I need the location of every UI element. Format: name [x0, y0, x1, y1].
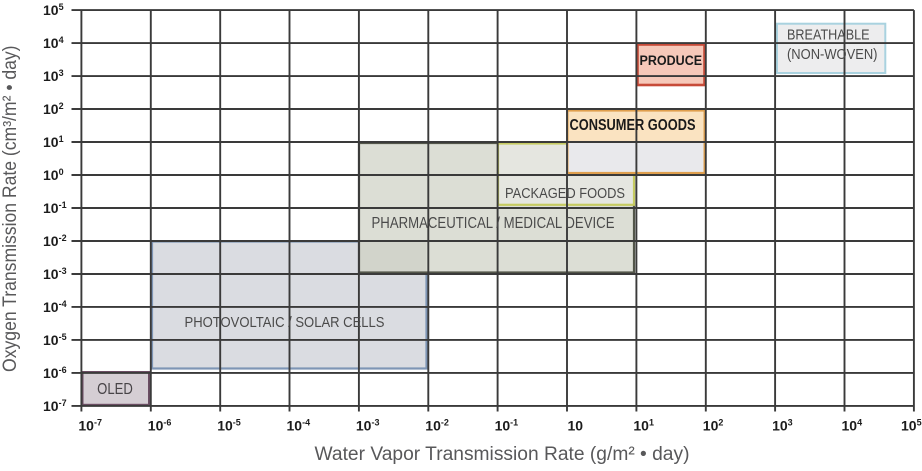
svg-text:CONSUMER GOODS: CONSUMER GOODS	[570, 117, 696, 134]
svg-text:105: 105	[901, 417, 922, 433]
svg-text:(NON-WOVEN): (NON-WOVEN)	[787, 47, 878, 63]
svg-text:101: 101	[43, 134, 64, 150]
svg-text:104: 104	[842, 417, 863, 433]
svg-text:10: 10	[568, 417, 584, 433]
svg-text:Water Vapor Transmission Rate: Water Vapor Transmission Rate (g/m² • da…	[315, 444, 690, 465]
svg-text:100: 100	[43, 167, 64, 183]
svg-text:105: 105	[43, 2, 64, 18]
svg-text:102: 102	[43, 101, 64, 117]
svg-text:PRODUCE: PRODUCE	[640, 53, 703, 68]
svg-text:103: 103	[772, 417, 793, 433]
svg-text:PHOTOVOLTAIC / SOLAR CELLS: PHOTOVOLTAIC / SOLAR CELLS	[185, 314, 385, 331]
svg-text:BREATHABLE: BREATHABLE	[787, 28, 870, 44]
svg-text:OLED: OLED	[97, 381, 133, 398]
svg-text:101: 101	[633, 417, 654, 433]
svg-text:PACKAGED FOODS: PACKAGED FOODS	[505, 186, 625, 202]
svg-text:104: 104	[43, 35, 64, 51]
svg-text:102: 102	[703, 417, 724, 433]
svg-text:Oxygen Transmission Rate (cm³/: Oxygen Transmission Rate (cm³/m² • day)	[0, 45, 21, 372]
svg-text:103: 103	[43, 68, 64, 84]
svg-text:PHARMACEUTICAL / MEDICAL DEVIC: PHARMACEUTICAL / MEDICAL DEVICE	[372, 215, 615, 232]
